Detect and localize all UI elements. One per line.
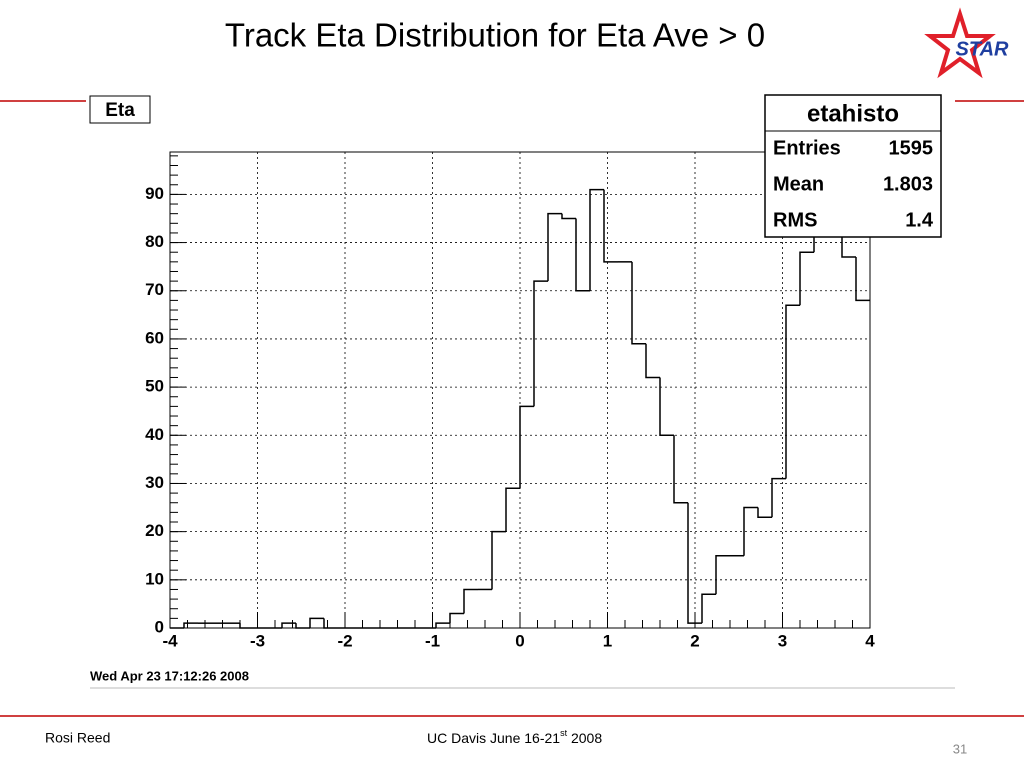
- hist-bin: [491, 530, 506, 590]
- plot: -4 -3 -2 -1 0 1 2 3 40102030405060708090etahisto…: [145, 94, 942, 650]
- hist-bin: [757, 507, 772, 518]
- hist-bin: [645, 343, 660, 379]
- stats-value: 1.803: [883, 173, 933, 195]
- hist-bin: [631, 261, 646, 345]
- stats-label: Entries: [773, 137, 841, 159]
- hist-bin: [561, 213, 576, 220]
- x-tick-label: -2: [337, 631, 352, 650]
- hist-bin: [673, 435, 688, 504]
- hist-bin: [603, 189, 618, 263]
- hist-bin: [533, 280, 548, 407]
- hist-title: Eta: [105, 100, 135, 121]
- x-tick-label: 1: [603, 631, 612, 650]
- logo-star: [924, 7, 996, 79]
- stats-label: RMS: [773, 209, 817, 231]
- hist-bin: [785, 304, 800, 479]
- hist-bin: [701, 593, 716, 624]
- hist-bin: [505, 487, 520, 532]
- x-tick-label: 4: [865, 631, 875, 650]
- hist-bin: [589, 188, 604, 291]
- y-tick-label: 60: [145, 328, 164, 347]
- hist-bin: [281, 622, 296, 628]
- hist-bin: [183, 622, 198, 628]
- hist-bin: [309, 617, 324, 628]
- date: Wed Apr 23 17:12:26 2008: [90, 668, 249, 683]
- x-tick-label: 0: [515, 631, 524, 650]
- footer-event-sup: st: [560, 728, 568, 738]
- hist-bin: [715, 554, 730, 595]
- x-tick-label: 2: [690, 631, 699, 650]
- hist-bin: [771, 477, 786, 518]
- hist-bin: [743, 506, 758, 556]
- hist-bin: [519, 405, 534, 489]
- x-tick-label: -1: [425, 631, 440, 650]
- x-tick-label: 3: [778, 631, 787, 650]
- footer-event-end: 2008: [567, 730, 602, 746]
- stats-value: 1595: [889, 137, 934, 159]
- y-tick-label: 70: [145, 280, 164, 299]
- hist-bin: [799, 251, 814, 306]
- hist-bin: [295, 623, 310, 629]
- stats-value: 1.4: [905, 209, 934, 231]
- hist-title-box: [89, 95, 151, 124]
- footer-event: UC Davis June 16-21st 2008: [427, 728, 602, 745]
- hist-bin: [659, 377, 674, 437]
- footer-author: Rosi Reed: [45, 730, 110, 746]
- y-tick-label: 10: [145, 569, 164, 588]
- hist-bin: [435, 622, 450, 628]
- slide-title: Track Eta Distribution for Eta Ave > 0: [225, 17, 765, 54]
- stats-box: [764, 94, 942, 238]
- y-tick-label: 40: [145, 425, 164, 444]
- x-tick-label: -4: [162, 631, 178, 650]
- y-tick-label: 30: [145, 473, 164, 492]
- y-tick-label: 50: [145, 377, 164, 396]
- hist-bin: [239, 623, 254, 629]
- y-tick-label: 80: [145, 232, 164, 251]
- stats-label: Mean: [773, 173, 824, 195]
- page-number: 31: [953, 741, 967, 756]
- x-tick-label: -3: [250, 631, 265, 650]
- footer-event-main: UC Davis June 16-21: [427, 730, 560, 746]
- hist-bin: [855, 257, 870, 302]
- hist-bin: [547, 212, 562, 282]
- hist-bin: [323, 618, 338, 629]
- y-tick-label: 20: [145, 521, 164, 540]
- hist-bin: [463, 588, 478, 614]
- logo: STAR: [956, 38, 1010, 60]
- hist-bin: [575, 218, 590, 292]
- hist-bin: [687, 502, 702, 624]
- y-tick-label: 0: [155, 617, 164, 636]
- hist-bin: [449, 612, 464, 624]
- y-tick-label: 90: [145, 184, 164, 203]
- stats-name: etahisto: [807, 100, 899, 127]
